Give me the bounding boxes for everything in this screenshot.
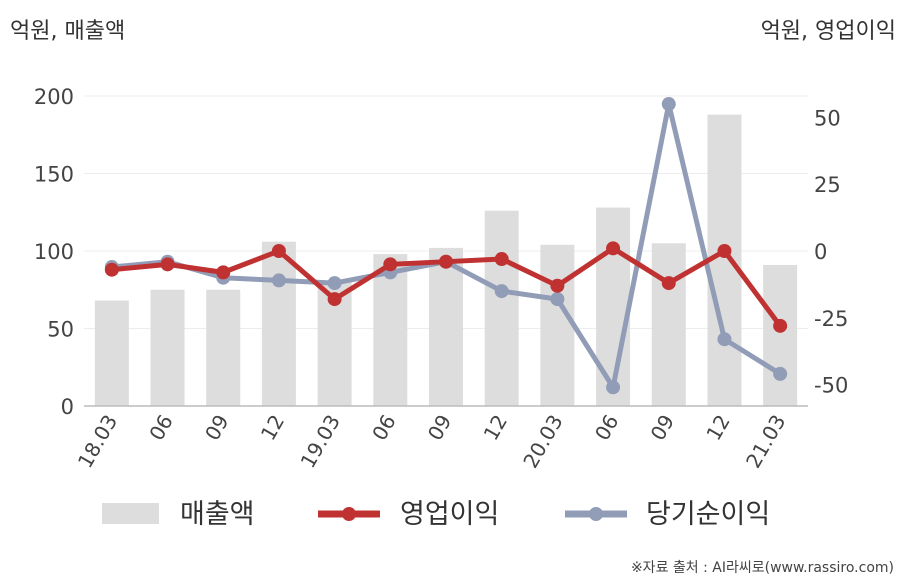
x-tick-label: 12	[256, 411, 290, 445]
revenue-bar	[150, 289, 185, 406]
left-axis-title: 억원, 매출액	[10, 19, 125, 44]
operating-profit-point	[216, 265, 231, 280]
operating-profit-point	[160, 257, 175, 272]
net-income-point	[327, 276, 342, 291]
operating-profit-point	[271, 244, 286, 258]
left-tick-label: 150	[34, 163, 74, 187]
x-tick-label: 09	[423, 411, 457, 445]
x-axis-ticks: 18.03 06 09 12 19.03 06 09 12 20.03 06 09 12 21.03	[73, 411, 791, 473]
net-income-point	[271, 273, 286, 288]
x-tick-label: 09	[200, 411, 234, 445]
revenue-bar	[429, 247, 463, 406]
revenue-bar	[261, 241, 296, 406]
operating-profit-point	[773, 318, 788, 333]
operating-profit-point	[104, 262, 119, 277]
x-tick-label: 06	[367, 411, 401, 445]
x-tick-label: 21.03	[741, 411, 790, 473]
operating-profit-point	[606, 241, 621, 256]
net-income-point	[494, 284, 509, 299]
right-tick-label: 50	[814, 106, 841, 130]
revenue-bar	[763, 264, 798, 406]
net-income-point	[550, 292, 565, 307]
right-axis-ticks: -50 -25 0 25 50	[814, 106, 848, 397]
right-axis-title: 억원, 영업이익	[761, 19, 896, 44]
operating-profit-point	[383, 257, 398, 272]
source-note: ※자료 출처 : AI라씨로(www.rassiro.com)	[631, 560, 894, 576]
right-tick-label: -25	[814, 307, 848, 331]
revenue-bar	[484, 210, 519, 406]
operating-profit-point	[661, 276, 676, 291]
revenue-bars	[94, 114, 798, 406]
legend-label-net-income: 당기순이익	[646, 499, 770, 530]
legend-marker-net-income	[589, 507, 603, 521]
x-tick-label: 06	[144, 411, 178, 445]
legend-label-revenue: 매출액	[180, 499, 255, 530]
left-tick-label: 0	[61, 395, 74, 419]
operating-profit-point	[717, 244, 732, 258]
revenue-bar	[540, 244, 575, 406]
profit-lines	[104, 97, 788, 395]
x-tick-label: 12	[479, 411, 513, 445]
left-tick-label: 50	[47, 318, 74, 342]
left-tick-label: 100	[34, 240, 74, 264]
x-tick-label: 09	[646, 411, 680, 445]
right-tick-label: -50	[814, 374, 848, 398]
right-tick-label: 0	[814, 240, 827, 264]
left-axis-ticks: 0 50 100 150 200	[34, 85, 74, 419]
operating-profit-point	[494, 252, 509, 267]
left-tick-label: 200	[34, 85, 74, 109]
revenue-bar	[94, 300, 129, 406]
legend-swatch-revenue	[102, 503, 159, 524]
operating-profit-point	[550, 278, 565, 293]
operating-profit-point	[327, 292, 342, 307]
net-income-point	[606, 380, 621, 395]
x-tick-label: 18.03	[73, 411, 122, 473]
revenue-bar	[373, 254, 408, 406]
revenue-bar	[206, 289, 241, 406]
x-tick-label: 12	[701, 411, 735, 445]
x-tick-label: 19.03	[296, 411, 345, 473]
net-income-point	[717, 332, 732, 347]
net-income-point	[773, 366, 788, 381]
operating-profit-point	[439, 254, 453, 269]
legend-marker-operating-profit	[342, 507, 356, 521]
net-income-point	[661, 97, 676, 112]
revenue-bar	[651, 243, 686, 406]
x-tick-label: 06	[590, 411, 624, 445]
right-tick-label: 25	[814, 173, 841, 197]
legend: 매출액 영업이익 당기순이익	[102, 499, 770, 530]
legend-label-operating-profit: 영업이익	[400, 499, 499, 530]
x-tick-label: 20.03	[518, 411, 567, 473]
